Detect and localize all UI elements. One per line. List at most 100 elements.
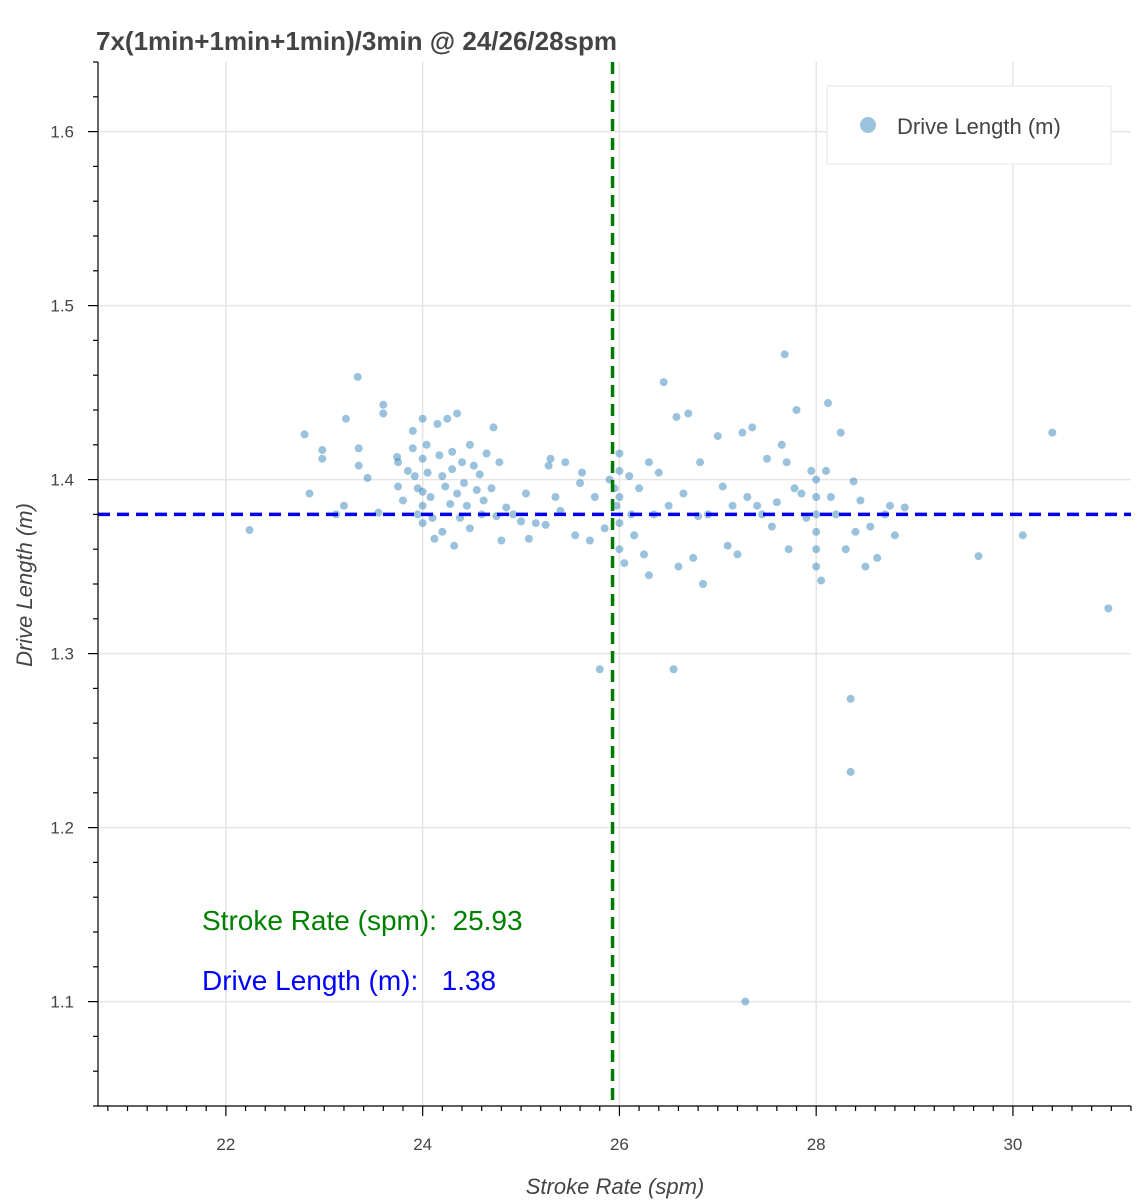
data-point bbox=[728, 501, 737, 510]
data-point bbox=[696, 458, 705, 467]
data-point bbox=[363, 473, 372, 482]
data-point bbox=[826, 493, 835, 501]
data-point bbox=[723, 541, 732, 550]
data-point bbox=[408, 444, 417, 453]
data-point bbox=[426, 493, 435, 501]
data-point bbox=[435, 451, 444, 460]
data-point bbox=[475, 470, 484, 479]
data-point bbox=[551, 493, 560, 501]
y-tick-label: 1.2 bbox=[50, 819, 74, 838]
data-point bbox=[482, 449, 491, 458]
legend-marker bbox=[860, 117, 876, 133]
data-point bbox=[546, 454, 555, 463]
data-point bbox=[398, 496, 407, 505]
data-point bbox=[318, 446, 327, 455]
data-point bbox=[521, 489, 530, 498]
data-point bbox=[615, 519, 624, 528]
data-point bbox=[448, 447, 457, 456]
data-point bbox=[413, 484, 422, 493]
data-point bbox=[341, 414, 350, 423]
data-point bbox=[748, 423, 757, 432]
data-point bbox=[495, 458, 504, 467]
data-point bbox=[459, 479, 468, 488]
data-point bbox=[423, 468, 432, 477]
legend-box bbox=[826, 85, 1112, 165]
y-tick-label: 1.5 bbox=[50, 297, 74, 316]
data-point bbox=[812, 510, 821, 519]
data-point bbox=[664, 501, 673, 510]
data-point bbox=[354, 461, 363, 470]
data-point bbox=[305, 489, 314, 498]
data-point bbox=[394, 458, 403, 467]
data-point bbox=[640, 550, 649, 559]
data-point bbox=[438, 472, 447, 481]
data-point bbox=[654, 468, 663, 477]
data-point bbox=[849, 477, 858, 486]
data-point bbox=[339, 501, 348, 510]
data-point bbox=[861, 562, 870, 571]
data-point bbox=[630, 531, 639, 540]
data-point bbox=[465, 524, 474, 533]
legend: Drive Length (m) bbox=[826, 85, 1112, 165]
data-point bbox=[831, 510, 840, 519]
data-point bbox=[561, 458, 570, 467]
y-axis-label: Drive Length (m) bbox=[12, 503, 37, 667]
data-point bbox=[718, 482, 727, 491]
data-point bbox=[531, 519, 540, 528]
data-point bbox=[856, 496, 865, 505]
data-point bbox=[612, 501, 621, 510]
data-point bbox=[472, 486, 481, 495]
data-point bbox=[585, 536, 594, 545]
y-tick-label: 1.6 bbox=[50, 123, 74, 142]
data-point bbox=[772, 498, 781, 507]
data-point bbox=[792, 406, 801, 414]
data-points bbox=[245, 350, 1113, 1006]
data-point bbox=[446, 499, 455, 508]
data-point bbox=[615, 545, 624, 554]
y-tick-label: 1.3 bbox=[50, 645, 74, 664]
data-point bbox=[413, 510, 422, 519]
data-point bbox=[672, 412, 681, 421]
data-point bbox=[782, 458, 791, 467]
data-point bbox=[777, 440, 786, 449]
data-point bbox=[433, 419, 442, 428]
reference-lines bbox=[98, 62, 1131, 1106]
data-point bbox=[497, 536, 506, 545]
data-point bbox=[644, 571, 653, 580]
data-point bbox=[517, 517, 526, 526]
data-point bbox=[410, 472, 419, 481]
data-point bbox=[450, 541, 459, 550]
data-point bbox=[846, 767, 855, 776]
data-point bbox=[615, 493, 624, 501]
data-point bbox=[758, 510, 767, 519]
data-point bbox=[767, 522, 776, 531]
x-tick-label: 30 bbox=[1003, 1135, 1022, 1154]
data-point bbox=[823, 399, 832, 408]
data-point bbox=[615, 449, 624, 458]
data-point bbox=[836, 428, 845, 437]
data-point bbox=[353, 372, 362, 381]
legend-label: Drive Length (m) bbox=[897, 114, 1061, 139]
data-point bbox=[851, 527, 860, 536]
data-point bbox=[644, 458, 653, 467]
data-point bbox=[817, 576, 826, 585]
data-point bbox=[679, 489, 688, 498]
data-point bbox=[502, 503, 511, 512]
data-point bbox=[571, 531, 580, 540]
data-point bbox=[600, 524, 609, 533]
x-tick-label: 26 bbox=[610, 1135, 629, 1154]
data-point bbox=[841, 545, 850, 554]
data-point bbox=[509, 510, 518, 519]
data-point bbox=[807, 466, 816, 475]
data-point bbox=[615, 466, 624, 475]
data-point bbox=[866, 522, 875, 531]
data-point bbox=[762, 454, 771, 463]
axes: 22 24 26 28 30 1.1 1.2 1.3 1.4 1.5 1.6 bbox=[50, 61, 1132, 1154]
data-point bbox=[578, 468, 587, 477]
data-point bbox=[659, 378, 668, 387]
data-point bbox=[1018, 531, 1027, 540]
data-point bbox=[974, 552, 983, 561]
annotation-drive-length: Drive Length (m): 1.38 bbox=[202, 965, 496, 996]
data-point bbox=[790, 484, 799, 493]
data-point bbox=[625, 472, 634, 481]
